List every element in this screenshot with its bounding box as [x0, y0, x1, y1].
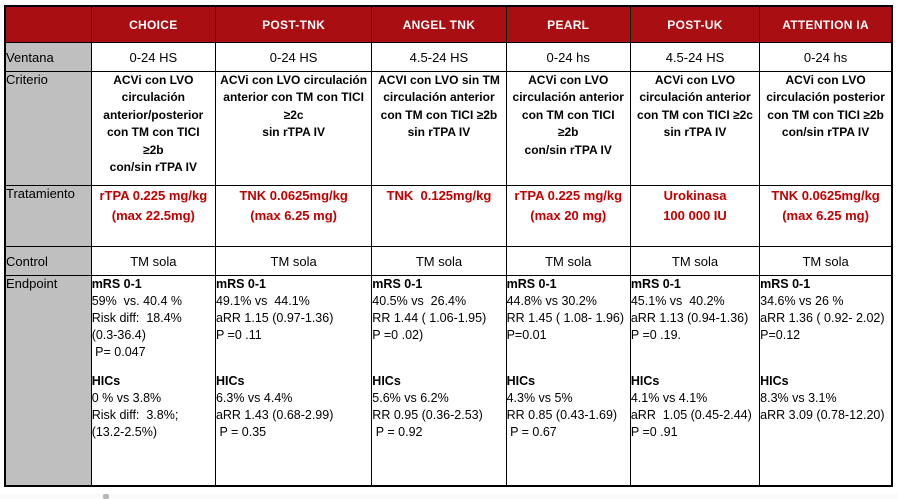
- endpoint-hics-values: 4.3% vs 5% RR 0.85 (0.43-1.69) P = 0.67: [506, 391, 618, 439]
- cell-control-post-uk: TM sola: [629, 246, 761, 276]
- cell-treatment-angel-tnk: TNK 0.125mg/kg: [371, 185, 507, 247]
- endpoint-mrs-values: 59% vs. 40.4 % Risk diff: 18.4% (0.3-36.…: [91, 294, 183, 359]
- column-header-choice: CHOICE: [90, 5, 216, 43]
- endpoint-mrs-values: 49.1% vs 44.1% aRR 1.15 (0.97-1.36) P =0…: [215, 294, 334, 342]
- cell-window-choice: 0-24 HS: [90, 42, 216, 72]
- endpoint-mrs-title: mRS 0-1: [372, 277, 423, 291]
- cell-endpoint-post-uk: mRS 0-1 45.1% vs 40.2% aRR 1.13 (0.94-1.…: [629, 275, 761, 487]
- endpoint-row: Endpoint mRS 0-1 59% vs. 40.4 % Risk dif…: [4, 275, 893, 487]
- cell-criteria-post-uk: ACVi con LVO circulación anterior con TM…: [629, 71, 761, 186]
- row-label-control: Control: [4, 246, 92, 276]
- cell-window-post-tnk: 0-24 HS: [214, 42, 373, 72]
- endpoint-mrs-title: mRS 0-1: [91, 277, 142, 291]
- horizontal-scrollbar[interactable]: [0, 494, 898, 499]
- endpoint-mrs-values: 44.8% vs 30.2% RR 1.45 ( 1.08- 1.96) P=0…: [506, 294, 625, 342]
- cell-window-pearl: 0-24 hs: [505, 42, 631, 72]
- endpoint-hics-title: HICs: [506, 374, 536, 388]
- header-row: CHOICE POST-TNK ANGEL TNK PEARL POST-UK …: [4, 5, 893, 43]
- column-header-pearl: PEARL: [505, 5, 631, 43]
- endpoint-mrs-title: mRS 0-1: [215, 277, 266, 291]
- column-header-angel-tnk: ANGEL TNK: [371, 5, 507, 43]
- cell-criteria-angel-tnk: ACVI con LVO sin TM circulación anterior…: [371, 71, 507, 186]
- cell-endpoint-choice: mRS 0-1 59% vs. 40.4 % Risk diff: 18.4% …: [90, 275, 216, 487]
- cell-criteria-pearl: ACVi con LVO circulación anterior con TM…: [505, 71, 631, 186]
- cell-treatment-post-tnk: TNK 0.0625mg/kg (max 6.25 mg): [214, 185, 373, 247]
- endpoint-hics-title: HICs: [630, 374, 660, 388]
- cell-window-angel-tnk: 4.5-24 HS: [371, 42, 507, 72]
- endpoint-hics-values: 0 % vs 3.8% Risk diff: 3.8%; (13.2-2.5%): [91, 391, 179, 439]
- cell-criteria-attention-ia: ACVi con LVO circulación posterior con T…: [759, 71, 893, 186]
- endpoint-hics-values: 8.3% vs 3.1% aRR 3.09 (0.78-12.20): [760, 391, 885, 422]
- cell-control-choice: TM sola: [90, 246, 216, 276]
- window-row: Ventana 0-24 HS 0-24 HS 4.5-24 HS 0-24 h…: [4, 42, 893, 72]
- cell-treatment-choice: rTPA 0.225 mg/kg (max 22.5mg): [90, 185, 216, 247]
- endpoint-hics-title: HICs: [91, 374, 121, 388]
- cell-window-post-uk: 4.5-24 HS: [629, 42, 761, 72]
- cell-window-attention-ia: 0-24 hs: [759, 42, 893, 72]
- column-header-attention-ia: ATTENTION IA: [759, 5, 893, 43]
- endpoint-hics-values: 4.1% vs 4.1% aRR 1.05 (0.45-2.44) P =0 .…: [630, 391, 752, 439]
- trials-comparison-table: CHOICE POST-TNK ANGEL TNK PEARL POST-UK …: [4, 5, 893, 487]
- row-label-tratamiento: Tratamiento: [4, 185, 92, 247]
- cell-endpoint-pearl: mRS 0-1 44.8% vs 30.2% RR 1.45 ( 1.08- 1…: [505, 275, 631, 487]
- corner-cell: [4, 5, 92, 43]
- cell-treatment-attention-ia: TNK 0.0625mg/kg (max 6.25 mg): [759, 185, 893, 247]
- cell-criteria-post-tnk: ACVi con LVO circulación anterior con TM…: [214, 71, 373, 186]
- endpoint-mrs-values: 40.5% vs 26.4% RR 1.44 ( 1.06-1.95) P =0…: [372, 294, 487, 342]
- row-label-criterio: Criterio: [4, 71, 92, 186]
- cell-control-pearl: TM sola: [505, 246, 631, 276]
- treatment-row: Tratamiento rTPA 0.225 mg/kg (max 22.5mg…: [4, 185, 893, 247]
- control-row: Control TM sola TM sola TM sola TM sola …: [4, 246, 893, 276]
- endpoint-mrs-title: mRS 0-1: [760, 277, 811, 291]
- cell-endpoint-angel-tnk: mRS 0-1 40.5% vs 26.4% RR 1.44 ( 1.06-1.…: [371, 275, 507, 487]
- row-label-endpoint: Endpoint: [4, 275, 92, 487]
- endpoint-hics-title: HICs: [215, 374, 245, 388]
- scrollbar-thumb[interactable]: [103, 494, 109, 499]
- cell-control-attention-ia: TM sola: [759, 246, 893, 276]
- endpoint-hics-title: HICs: [760, 374, 789, 388]
- endpoint-mrs-values: 34.6% vs 26 % aRR 1.36 ( 0.92- 2.02) P=0…: [760, 294, 885, 342]
- column-header-post-tnk: POST-TNK: [214, 5, 373, 43]
- criteria-row: Criterio ACVi con LVO circulación anteri…: [4, 71, 893, 186]
- cell-endpoint-post-tnk: mRS 0-1 49.1% vs 44.1% aRR 1.15 (0.97-1.…: [214, 275, 373, 487]
- endpoint-hics-title: HICs: [372, 374, 401, 388]
- cell-criteria-choice: ACVi con LVO circulación anterior/poster…: [90, 71, 216, 186]
- cell-endpoint-attention-ia: mRS 0-1 34.6% vs 26 % aRR 1.36 ( 0.92- 2…: [759, 275, 893, 487]
- endpoint-mrs-title: mRS 0-1: [506, 277, 557, 291]
- endpoint-hics-values: 6.3% vs 4.4% aRR 1.43 (0.68-2.99) P = 0.…: [215, 391, 334, 439]
- endpoint-mrs-values: 45.1% vs 40.2% aRR 1.13 (0.94-1.36) P =0…: [630, 294, 749, 342]
- column-header-post-uk: POST-UK: [629, 5, 761, 43]
- cell-treatment-post-uk: Urokinasa 100 000 IU: [629, 185, 761, 247]
- endpoint-mrs-title: mRS 0-1: [630, 277, 681, 291]
- cell-control-angel-tnk: TM sola: [371, 246, 507, 276]
- endpoint-hics-values: 5.6% vs 6.2% RR 0.95 (0.36-2.53) P = 0.9…: [372, 391, 483, 439]
- row-label-ventana: Ventana: [4, 42, 92, 72]
- cell-control-post-tnk: TM sola: [214, 246, 373, 276]
- cell-treatment-pearl: rTPA 0.225 mg/kg (max 20 mg): [505, 185, 631, 247]
